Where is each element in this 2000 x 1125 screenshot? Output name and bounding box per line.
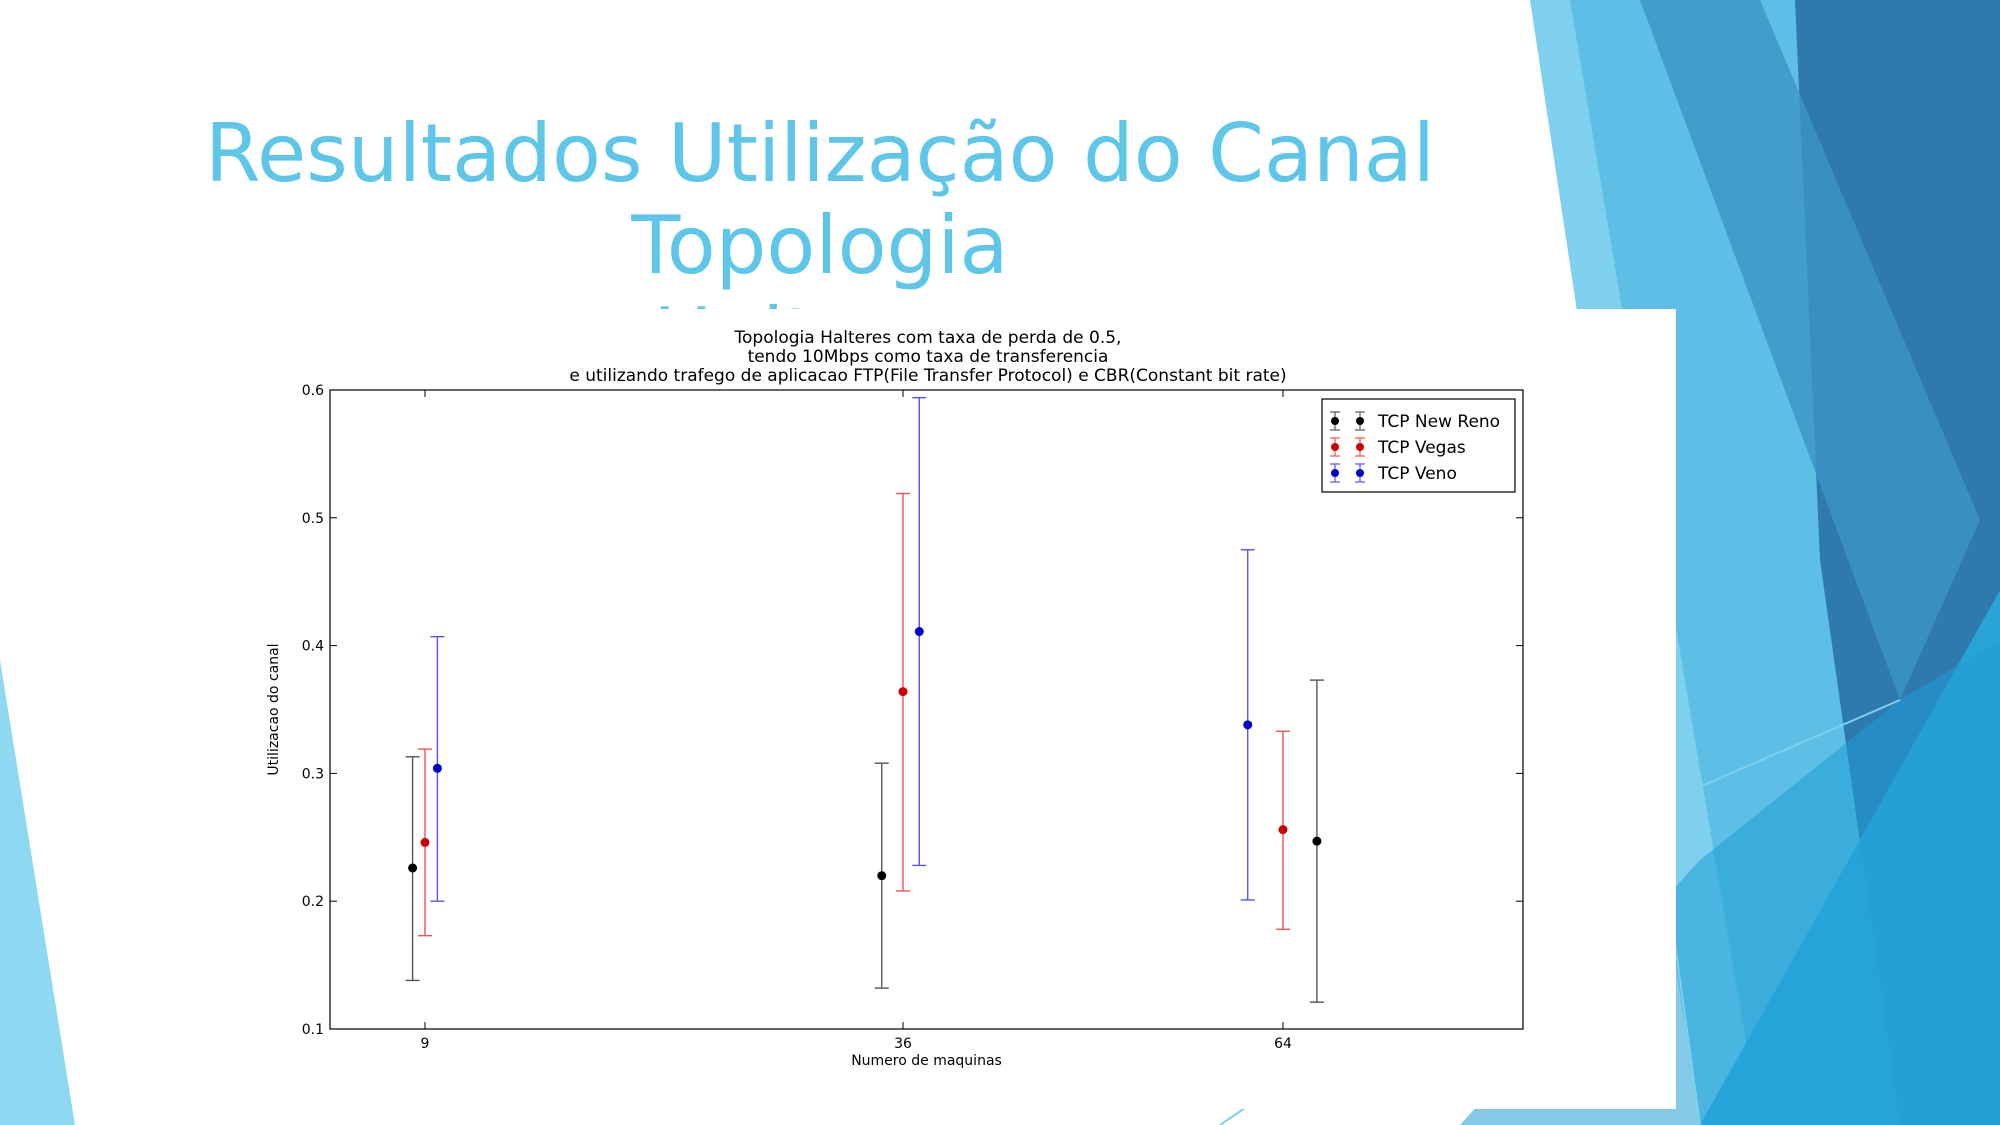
y-tick-label: 0.2 (302, 894, 324, 910)
data-point (1278, 825, 1288, 835)
data-point (408, 863, 418, 873)
data-point (1312, 836, 1322, 846)
x-tick-label: 9 (421, 1036, 430, 1052)
slide-title: Resultados Utilização do Canal Topologia… (60, 108, 1580, 384)
data-point (877, 871, 887, 881)
chart-title-line: e utilizando trafego de aplicacao FTP(Fi… (569, 366, 1286, 386)
x-tick-label: 64 (1274, 1036, 1292, 1052)
legend-marker-point (1331, 443, 1339, 451)
y-axis-label: Utilizacao do canal (266, 643, 282, 775)
legend-marker-point (1356, 417, 1364, 425)
legend-marker-point (1356, 469, 1364, 477)
slide-title-line-1: Resultados Utilização do Canal Topologia (204, 107, 1436, 292)
y-tick-label: 0.1 (302, 1022, 324, 1038)
decor-band-left (0, 660, 75, 1125)
legend-box (1321, 398, 1516, 493)
data-point (898, 687, 908, 697)
plot-frame (329, 389, 1524, 1030)
y-tick-label: 0.5 (302, 511, 324, 527)
x-tick-label: 36 (894, 1036, 912, 1052)
x-axis-label: Numero de maquinas (851, 1053, 1002, 1069)
legend-marker-point (1331, 417, 1339, 425)
decor-band-steel (1640, 0, 1980, 700)
legend-marker-point (1356, 443, 1364, 451)
legend-label: TCP Veno (1377, 464, 1457, 484)
data-point (432, 763, 442, 773)
legend-label: TCP New Reno (1377, 412, 1500, 432)
y-tick-label: 0.3 (302, 766, 324, 782)
data-point (914, 627, 924, 637)
y-tick-label: 0.4 (302, 639, 324, 655)
data-point (420, 837, 430, 847)
legend-marker-point (1331, 469, 1339, 477)
chart: Topologia Halteres com taxa de perda de … (266, 328, 1524, 1069)
data-point (1243, 720, 1253, 730)
legend-label: TCP Vegas (1377, 438, 1466, 458)
y-tick-label: 0.6 (302, 383, 324, 399)
chart-title-line: tendo 10Mbps como taxa de transferencia (748, 347, 1109, 367)
decor-line (1219, 1107, 1246, 1125)
chart-panel: Topologia Halteres com taxa de perda de … (250, 309, 1676, 1109)
chart-title-line: Topologia Halteres com taxa de perda de … (734, 328, 1122, 348)
